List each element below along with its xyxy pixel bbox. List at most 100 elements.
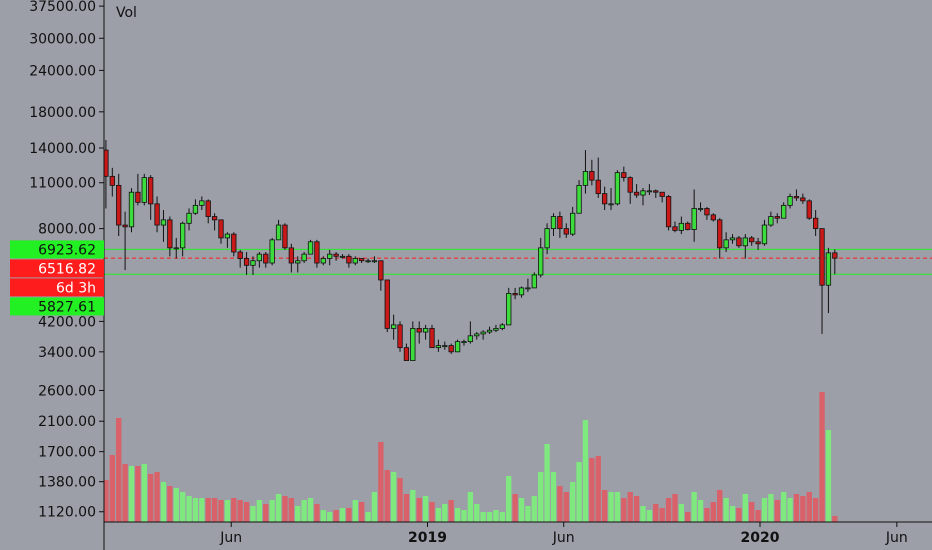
candle-body (614, 172, 621, 205)
volume-bar (678, 504, 685, 522)
candle-body (167, 219, 173, 249)
volume-bar (550, 472, 557, 522)
candle-body (800, 197, 806, 202)
candle-body (314, 241, 320, 264)
volume-bar (390, 472, 397, 522)
price-label-box (10, 240, 104, 259)
candle-body (812, 217, 819, 230)
volume-bar (774, 500, 780, 522)
volume-bar (531, 496, 537, 522)
volume-bar (493, 510, 499, 522)
volume-bar (665, 498, 672, 522)
candle-body (410, 328, 416, 361)
candle-body (307, 241, 314, 255)
candle-body (627, 177, 633, 193)
candle-body (755, 241, 761, 245)
candle-body (384, 279, 390, 329)
candle-body (346, 255, 352, 264)
volume-bar (352, 500, 358, 522)
volume-bar (812, 498, 819, 522)
volume-bar (109, 455, 115, 522)
volume-bar (646, 510, 653, 522)
price-label: 6923.62 (38, 242, 96, 258)
volume-bar (288, 498, 295, 522)
x-tick-label: Jun (885, 530, 908, 546)
candle-body (263, 253, 269, 264)
volume-bar (346, 508, 352, 522)
candle-body (544, 228, 550, 249)
candle-body (704, 208, 710, 216)
candle-body (621, 172, 627, 179)
volume-bar (832, 516, 838, 522)
volume-bar (378, 442, 384, 522)
candle-body (819, 228, 825, 286)
volume-bar (742, 494, 748, 522)
candle-body (301, 253, 307, 262)
candle-body (461, 341, 467, 344)
volume-bar (116, 418, 122, 522)
y-tick-label: 4200.00 (38, 314, 96, 330)
candle-body (781, 204, 787, 219)
candle-body (365, 260, 371, 263)
candle-body (787, 196, 793, 206)
y-tick-label: 18000.00 (29, 105, 96, 121)
volume-bar (192, 498, 199, 522)
candle-body (352, 258, 358, 264)
volume-bar (147, 474, 154, 522)
volume-bar (576, 462, 582, 522)
candle-body (116, 184, 122, 226)
volume-bar (768, 494, 774, 522)
volume-bar (806, 492, 812, 522)
candle-body (749, 237, 755, 243)
candle-body (793, 196, 800, 199)
candle-body (122, 224, 128, 228)
volume-bar (295, 506, 301, 522)
volume-bar (749, 502, 755, 522)
volume-bar (691, 492, 697, 522)
volume-bar (186, 496, 192, 522)
candle-body (295, 260, 301, 264)
volume-bar (256, 500, 263, 522)
volume-bar (211, 498, 218, 522)
volume-bar (179, 492, 186, 522)
volume-bar (544, 444, 550, 522)
candle-body (710, 214, 716, 221)
volume-bar (697, 500, 704, 522)
volume-bar (384, 470, 390, 522)
volume-bar (422, 496, 429, 522)
volume-bar (614, 492, 621, 522)
candle-body (231, 233, 237, 253)
candle-body (397, 324, 403, 349)
candle-body (288, 247, 294, 264)
volume-bar (736, 508, 742, 522)
y-tick-label: 11000.00 (29, 176, 96, 192)
volume-bar (582, 420, 589, 522)
candle-body (486, 329, 493, 333)
volume-bar (672, 494, 678, 522)
candle-body (467, 335, 474, 343)
volume-bar (800, 496, 806, 522)
volume-bar (608, 492, 614, 522)
candle-body (269, 239, 275, 264)
volume-bar (557, 486, 563, 522)
candle-body (442, 345, 448, 348)
y-tick-label: 24000.00 (29, 63, 96, 79)
volume-bar (122, 464, 128, 522)
volume-bar (653, 504, 659, 522)
volume-bar (442, 504, 448, 522)
volume-bar (199, 498, 205, 522)
volume-bar (525, 506, 531, 522)
price-label-box (10, 278, 104, 297)
volume-bar (173, 488, 179, 522)
volume-bar (167, 486, 173, 522)
price-label: 6d 3h (56, 280, 96, 296)
volume-bar (659, 508, 665, 522)
candle-body (391, 324, 397, 329)
volume-bar (154, 472, 160, 522)
y-tick-label: 30000.00 (29, 31, 96, 47)
candle-body (589, 171, 595, 181)
candle-body (633, 191, 640, 196)
candle-body (429, 328, 435, 349)
